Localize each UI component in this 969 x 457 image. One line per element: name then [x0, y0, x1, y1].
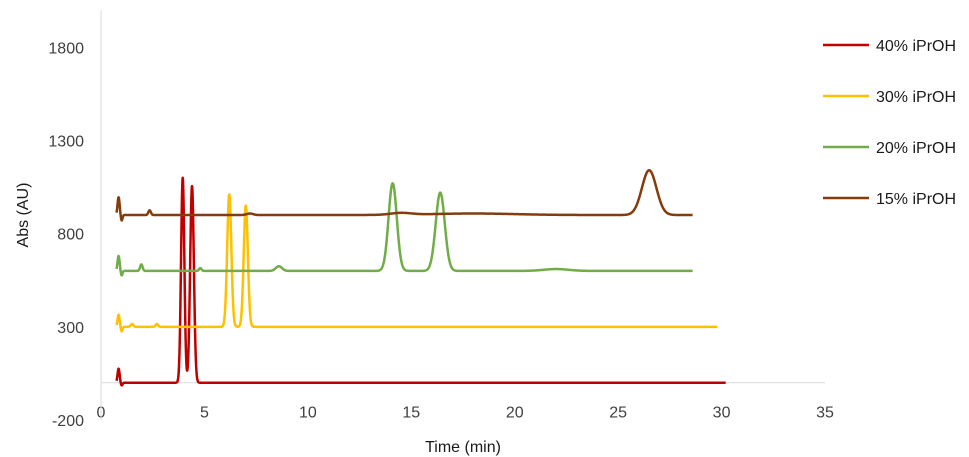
y-axis-title: Abs (AU): [15, 183, 32, 248]
series-line: [115, 176, 727, 387]
y-tick-label: 300: [57, 320, 84, 337]
series-line: [115, 182, 694, 277]
y-tick-label: 1300: [48, 133, 84, 150]
x-tick-label: 15: [402, 405, 420, 422]
x-axis-ticks: 0 5 10 15 20 25 30 35: [97, 405, 834, 422]
x-tick-label: 25: [609, 405, 627, 422]
x-tick-label: 30: [713, 405, 731, 422]
legend-label: 15% iPrOH: [876, 191, 956, 208]
series-line: [115, 169, 694, 222]
x-axis-title: Time (min): [425, 439, 501, 456]
y-tick-label: 1800: [48, 40, 84, 57]
legend: 40% iPrOH 30% iPrOH 20% iPrOH 15% iPrOH: [823, 38, 956, 208]
x-tick-label: 5: [200, 405, 209, 422]
x-tick-label: 35: [816, 405, 834, 422]
legend-label: 30% iPrOH: [876, 89, 956, 106]
y-tick-label: -200: [52, 413, 84, 430]
y-tick-label: 800: [57, 227, 84, 244]
series-line: [115, 193, 719, 333]
legend-label: 20% iPrOH: [876, 140, 956, 157]
y-axis-ticks: -200 300 800 1300 1800: [48, 40, 84, 430]
x-tick-label: 20: [506, 405, 524, 422]
plot-area: [115, 169, 727, 387]
legend-label: 40% iPrOH: [876, 38, 956, 55]
x-tick-label: 10: [299, 405, 317, 422]
